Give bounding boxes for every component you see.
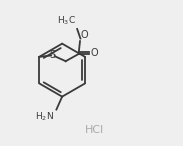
Text: S: S xyxy=(50,51,56,60)
Text: O: O xyxy=(91,48,98,58)
Text: H$_2$N: H$_2$N xyxy=(35,110,54,123)
Text: O: O xyxy=(81,30,88,40)
Text: HCl: HCl xyxy=(85,125,104,135)
Text: H$_3$C: H$_3$C xyxy=(57,14,76,27)
